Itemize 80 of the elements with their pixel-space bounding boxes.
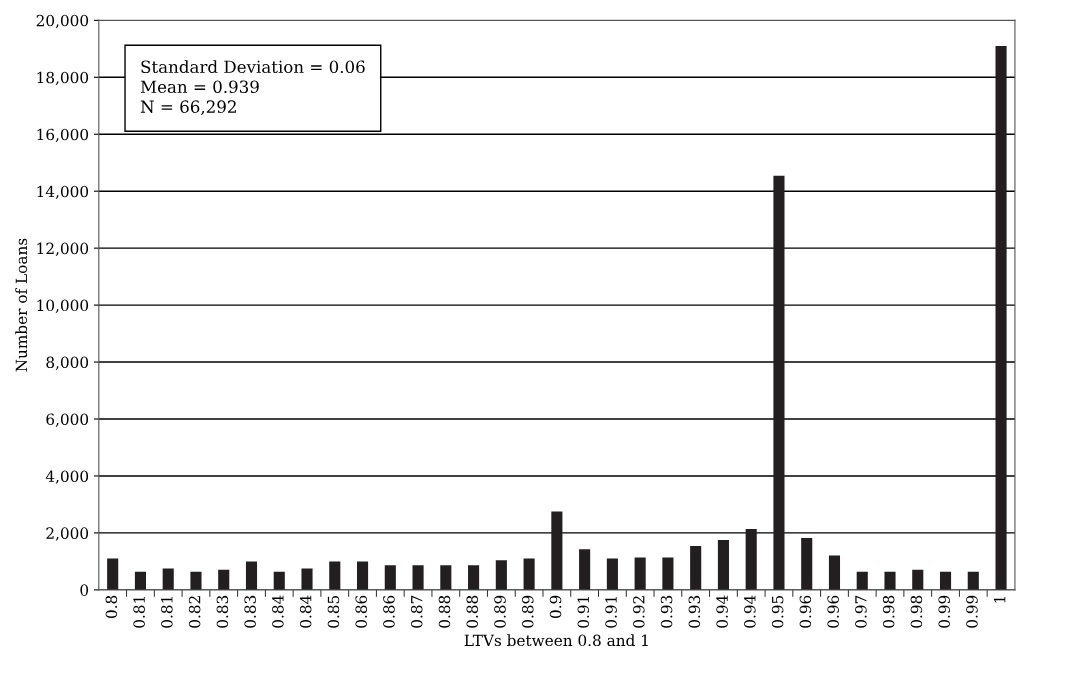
bar	[690, 546, 702, 590]
x-tick-label: 0.99	[966, 595, 978, 628]
x-tick-label: 0.81	[133, 596, 145, 628]
bar	[356, 561, 369, 590]
bar	[523, 558, 535, 590]
x-tick-label: 0.86	[383, 595, 395, 628]
bar	[939, 571, 952, 590]
y-tick-label: 14,000	[37, 185, 89, 200]
x-tick-label: 0.82	[188, 596, 201, 628]
x-tick-label: 0.93	[688, 595, 701, 628]
x-tick-label: 0.96	[799, 595, 812, 628]
x-tick-label: 0.98	[882, 595, 895, 628]
x-tick-label: 0.89	[521, 595, 534, 628]
bar	[967, 571, 979, 590]
bar	[301, 568, 313, 590]
y-axis-title: Number of Loans	[15, 238, 28, 372]
bar	[606, 558, 618, 590]
bar	[801, 538, 813, 590]
y-tick-label: 16,000	[37, 128, 89, 143]
bar	[579, 549, 591, 590]
bar	[662, 557, 674, 590]
x-tick-label: 0.99	[938, 595, 950, 628]
bar	[190, 571, 202, 590]
y-tick-label: 10,000	[37, 299, 89, 313]
bar	[384, 565, 396, 590]
x-tick-label: 0.85	[327, 595, 340, 628]
bar	[440, 565, 452, 590]
bar	[329, 561, 341, 590]
annotation: Standard Deviation = 0.06 Mean = 0.939 N = 66,292	[140, 60, 365, 115]
bar	[995, 45, 1007, 590]
x-tick-label: 0.94	[716, 595, 728, 628]
y-tick-label: 6,000	[46, 413, 89, 427]
x-axis-title: LTVs between 0.8 and 1	[464, 634, 648, 647]
bar	[828, 555, 841, 590]
bar	[245, 561, 258, 590]
y-tick-label: 18,000	[37, 71, 89, 86]
y-tick-label: 4,000	[45, 470, 89, 484]
x-tick-label: 0.91	[605, 596, 617, 628]
bar	[634, 557, 646, 590]
bar	[412, 565, 424, 590]
bar	[773, 175, 785, 590]
y-tick-label: 12,000	[37, 242, 89, 257]
x-tick-label: 0.84	[272, 595, 284, 628]
bar	[495, 560, 507, 590]
bar	[856, 571, 868, 590]
x-tick-label: 0.91	[577, 596, 590, 628]
x-tick-label: 0.89	[494, 595, 506, 628]
x-tick-label: 0.9	[549, 595, 562, 619]
x-tick-label: 0.84	[299, 595, 312, 628]
x-tick-label: 0.81	[161, 596, 173, 628]
bar	[468, 565, 480, 590]
x-tick-label: 0.95	[771, 595, 784, 628]
bar	[912, 569, 924, 590]
x-tick-label: 0.83	[244, 595, 256, 628]
bar	[107, 558, 119, 590]
bar	[218, 569, 230, 590]
bar	[134, 571, 146, 590]
bar	[162, 568, 174, 590]
x-tick-label: 0.8	[105, 595, 118, 619]
x-tick-label: 0.87	[410, 595, 423, 628]
bar	[745, 528, 757, 590]
x-tick-label: 0.94	[744, 595, 756, 628]
bar	[551, 511, 563, 590]
bar	[884, 571, 896, 590]
x-tick-label: 0.83	[216, 595, 229, 628]
bar	[717, 540, 729, 590]
x-tick-label: 1	[993, 596, 1006, 603]
x-tick-label: 0.86	[355, 595, 367, 628]
x-tick-label: 0.92	[633, 596, 645, 628]
x-tick-label: 0.96	[827, 595, 839, 628]
y-tick-label: 8,000	[46, 356, 89, 370]
x-tick-label: 0.88	[438, 595, 451, 628]
y-tick-label: 0	[80, 584, 89, 596]
y-tick-label: 2,000	[46, 527, 89, 541]
y-tick-label: 20,000	[36, 14, 89, 29]
x-tick-label: 0.97	[855, 595, 867, 628]
x-tick-label: 0.98	[910, 595, 923, 628]
x-tick-label: 0.93	[660, 595, 673, 628]
x-tick-label: 0.88	[466, 595, 479, 628]
bar	[273, 571, 285, 590]
